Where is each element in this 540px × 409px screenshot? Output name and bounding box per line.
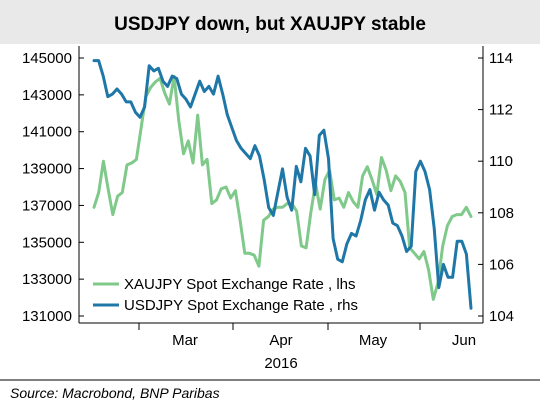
left-tick-label: 139000 — [22, 161, 72, 178]
x-ticks: Mar Apr May Jun — [138, 323, 476, 349]
axes — [78, 46, 484, 324]
left-tick-label: 135000 — [22, 234, 72, 251]
x-tick-label: Apr — [269, 332, 292, 349]
source-note: Source: Macrobond, BNP Paribas — [10, 385, 220, 401]
right-tick-label: 112 — [489, 102, 513, 119]
left-tick-label: 141000 — [22, 124, 72, 141]
x-tick-label: Jun — [452, 332, 476, 349]
series-line-xaujpy — [92, 74, 473, 301]
left-tick-label: 145000 — [22, 50, 72, 67]
title-bar — [0, 0, 540, 44]
right-tick-label: 114 — [489, 50, 513, 67]
right-tick-label: 108 — [489, 205, 514, 222]
left-tick-label: 137000 — [22, 197, 72, 214]
series-layer — [92, 59, 473, 310]
x-tick-label: Mar — [172, 332, 198, 349]
series-line-usdjpy — [92, 59, 473, 310]
right-tick-label: 106 — [489, 256, 514, 273]
legend: XAUJPY Spot Exchange Rate , lhs USDJPY S… — [93, 276, 358, 314]
legend-label-xaujpy: XAUJPY Spot Exchange Rate , lhs — [124, 276, 356, 293]
right-ticks: 114 112 110 108 106 104 — [478, 50, 514, 325]
legend-label-usdjpy: USDJPY Spot Exchange Rate , rhs — [124, 297, 358, 314]
x-tick-label: May — [359, 332, 388, 349]
right-tick-label: 104 — [489, 308, 514, 325]
chart-title: USDJPY down, but XAUJPY stable — [114, 14, 426, 35]
left-tick-label: 143000 — [22, 87, 72, 104]
x-year-label: 2016 — [264, 355, 297, 372]
left-tick-label: 133000 — [22, 271, 72, 288]
left-ticks: 145000 143000 141000 139000 137000 135000 1330… — [22, 50, 84, 325]
left-tick-label: 131000 — [22, 308, 72, 325]
right-tick-label: 110 — [489, 153, 513, 170]
